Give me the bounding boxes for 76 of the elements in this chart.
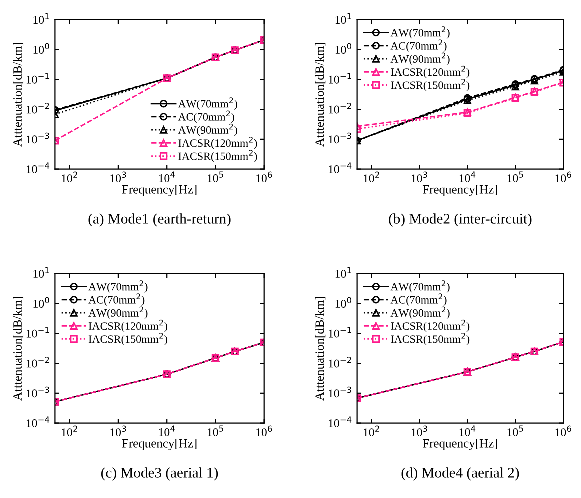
x-tick-label: 10$^{3}$: [412, 426, 428, 437]
x-tick-label: 10$^{2}$: [364, 172, 380, 183]
x-tick-label: 10$^{4}$: [159, 172, 176, 182]
legend-label: AC(70mm$^{2}$): [178, 110, 234, 124]
legend-label: IACSR(120mm$^{2}$): [391, 320, 470, 332]
y-tick-label: 10$^{−4}$: [26, 162, 50, 174]
legend-label: IACSR(120mm$^{2}$): [391, 66, 470, 78]
x-tick-label: 10$^{6}$: [556, 426, 572, 437]
y-tick-label: 10$^{−3}$: [329, 386, 352, 398]
x-tick-label: 10$^{6}$: [256, 172, 272, 183]
legend-label: IACSR(120mm$^{2}$): [178, 136, 258, 150]
x-axis-title: Frequency[Hz]: [122, 185, 197, 196]
x-tick-label: 10$^{4}$: [460, 172, 476, 182]
legend-label: IACSR(120mm$^{2}$): [88, 320, 168, 332]
legend-label: AW(70mm$^{2}$): [88, 280, 148, 293]
x-tick-label: 10$^{3}$: [110, 426, 126, 437]
text: (d) Mode4 (aerial 2): [402, 468, 520, 481]
legend-label: AW(90mm$^{2}$): [390, 52, 450, 66]
y-tick-label: 10$^{−3}$: [26, 132, 50, 144]
legend-label: AW(90mm$^{2}$): [178, 124, 238, 136]
y-tick-label: 10$^{−1}$: [329, 73, 352, 84]
y-tick-label: 10$^{1}$: [34, 267, 50, 278]
y-tick-label: 10$^{−2}$: [329, 102, 352, 114]
text: (b) Mode2 (inter-circuit): [389, 214, 532, 227]
y-tick-label: 10$^{−3}$: [329, 132, 352, 144]
x-tick-label: 10$^{2}$: [364, 426, 380, 437]
legend-label: IACSR(150mm$^{2}$): [391, 79, 470, 92]
y-tick-label: 10$^{−2}$: [329, 356, 352, 368]
y-tick-label: 10$^{−2}$: [26, 356, 50, 368]
x-tick-label: 10$^{3}$: [412, 172, 428, 183]
y-tick-label: 10$^{0}$: [34, 297, 50, 308]
y-tick-label: 10$^{−1}$: [329, 327, 352, 338]
legend-label: AW(70mm$^{2}$): [178, 98, 238, 110]
y-axis-title: Atttenuation[dB/km]: [315, 43, 326, 147]
x-tick-label: 10$^{2}$: [62, 172, 78, 183]
x-tick-label: 10$^{3}$: [110, 172, 126, 183]
legend-label: IACSR(150mm$^{2}$): [391, 333, 470, 346]
x-axis-title: Frequency[Hz]: [122, 439, 197, 450]
y-tick-label: 10$^{−1}$: [26, 73, 50, 84]
x-tick-label: 10$^{5}$: [508, 172, 524, 182]
y-tick-label: 10$^{0}$: [34, 43, 50, 54]
legend-label: AW(90mm$^{2}$): [390, 306, 450, 320]
x-axis-title: Frequency[Hz]: [422, 185, 498, 196]
x-tick-label: 10$^{5}$: [208, 426, 224, 436]
y-axis-title: Atttenuation[dB/km]: [315, 297, 326, 401]
x-tick-label: 10$^{6}$: [256, 426, 272, 437]
y-tick-label: 10$^{−2}$: [26, 102, 50, 114]
legend-label: AC(70mm$^{2}$): [390, 40, 447, 52]
y-tick-label: 10$^{1}$: [336, 13, 352, 24]
y-tick-label: 10$^{0}$: [336, 297, 352, 308]
legend-label: AC(70mm$^{2}$): [88, 294, 145, 306]
x-tick-label: 10$^{4}$: [159, 426, 176, 436]
legend-label: AW(70mm$^{2}$): [390, 26, 450, 39]
legend-label: AW(90mm$^{2}$): [88, 306, 148, 320]
y-tick-label: 10$^{0}$: [336, 43, 352, 54]
y-tick-label: 10$^{1}$: [34, 13, 50, 24]
y-axis-title: Atttenuation[dB/km]: [13, 297, 24, 401]
y-tick-label: 10$^{−4}$: [329, 162, 352, 174]
x-tick-label: 10$^{2}$: [62, 426, 78, 437]
x-tick-label: 10$^{5}$: [508, 426, 524, 436]
y-tick-label: 10$^{−1}$: [26, 327, 50, 338]
legend-label: IACSR(150mm$^{2}$): [178, 150, 258, 162]
x-tick-label: 10$^{4}$: [460, 426, 476, 436]
x-tick-label: 10$^{6}$: [556, 172, 572, 183]
legend-label: AC(70mm$^{2}$): [390, 294, 447, 306]
x-tick-label: 10$^{5}$: [208, 172, 224, 182]
y-tick-label: 10$^{1}$: [336, 267, 352, 278]
y-tick-label: 10$^{−4}$: [26, 416, 50, 428]
y-tick-label: 10$^{−3}$: [26, 386, 50, 398]
y-axis-title: Atttenuation[dB/km]: [13, 43, 24, 147]
legend-label: IACSR(150mm$^{2}$): [88, 333, 168, 346]
text: (c) Mode3 (aerial 1): [102, 468, 218, 481]
legend-label: AW(70mm$^{2}$): [390, 280, 450, 293]
x-axis-title: Frequency[Hz]: [422, 439, 498, 450]
y-tick-label: 10$^{−4}$: [329, 416, 352, 428]
text: (a) Mode1 (earth-return): [88, 214, 231, 227]
